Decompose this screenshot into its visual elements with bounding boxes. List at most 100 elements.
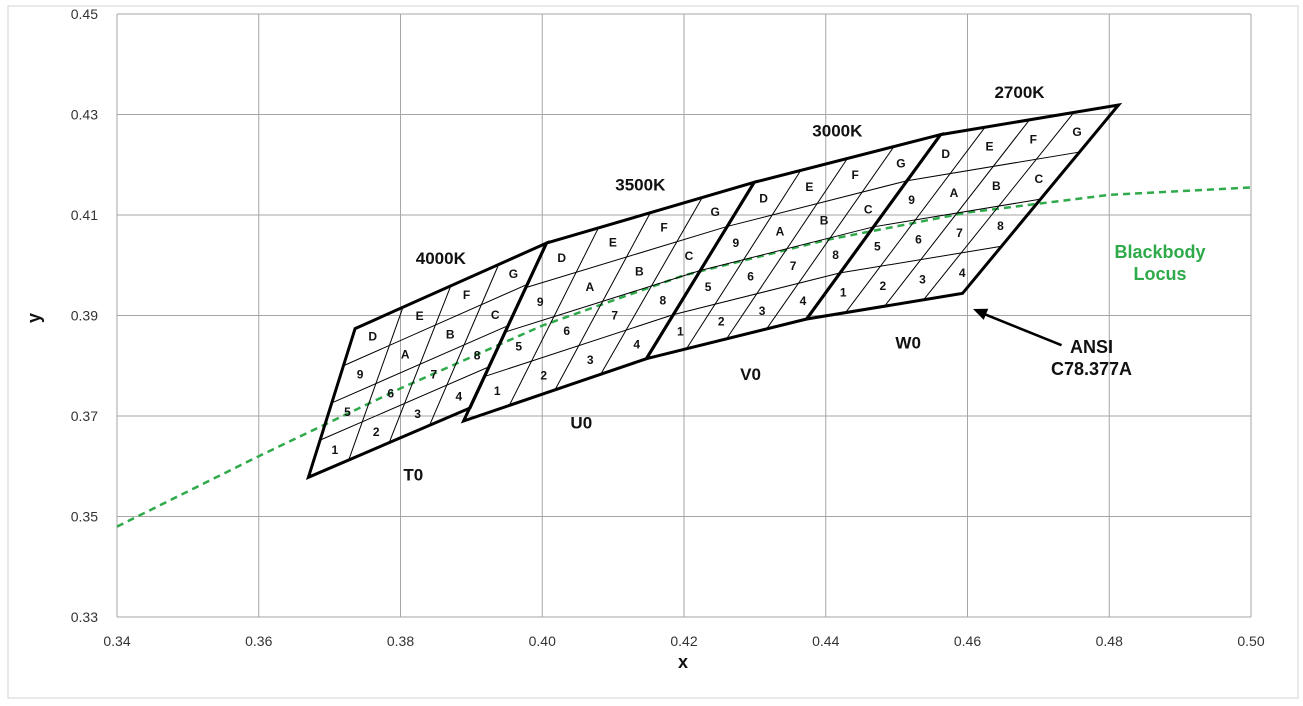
bin-label: 3 — [414, 407, 421, 421]
ansi-quadrangles: D E F G 9 A B C 5 6 7 8 1 2 3 4 D E F G 9 A B C 5 6 7 8 1 2 3 4 D E F G 9 A B C… — [305, 102, 1123, 480]
bin-label: 6 — [563, 324, 570, 338]
x-tick-label: 0.36 — [245, 633, 272, 649]
bin-label: 8 — [659, 293, 666, 307]
bin-label: 4 — [800, 294, 807, 308]
bin-divider-line — [484, 314, 674, 378]
bin-label: E — [416, 309, 424, 323]
bin-label: 1 — [332, 443, 339, 457]
quadrangle-4000K: D E F G 9 A B C 5 6 7 8 1 2 3 4 — [305, 240, 550, 480]
bin-label: 3 — [759, 304, 766, 318]
bin-label: 2 — [540, 368, 547, 382]
x-tick-label: 0.38 — [387, 633, 414, 649]
x-tick-label: 0.46 — [954, 633, 981, 649]
bin-label: 2 — [373, 425, 380, 439]
annotation-label: ANSI C78.377A — [1051, 337, 1132, 379]
bin-label: D — [368, 330, 377, 344]
bin-label: 7 — [790, 259, 797, 273]
x-tick-label: 0.42 — [670, 633, 697, 649]
x-tick-label: 0.44 — [812, 633, 839, 649]
y-tick-label: 0.37 — [71, 408, 98, 424]
bin-label: 3 — [919, 273, 926, 287]
cct-label: 4000K — [416, 249, 467, 268]
tick-labels: 0.34 0.36 0.38 0.40 0.42 0.44 0.46 0.48 0.50 0.33… — [71, 6, 1265, 649]
x-tick-label: 0.48 — [1096, 633, 1123, 649]
cct-label: 3500K — [615, 176, 666, 195]
bin-label: F — [463, 288, 470, 302]
grid-lines — [116, 13, 1252, 618]
y-tick-label: 0.35 — [71, 509, 98, 525]
y-tick-label: 0.41 — [71, 207, 98, 223]
bin-label: E — [805, 180, 813, 194]
bin-label: E — [985, 140, 993, 154]
bin-divider-line — [840, 245, 1002, 274]
bin-label: E — [609, 236, 617, 250]
bin-label: C — [491, 308, 500, 322]
bin-label: 6 — [747, 270, 754, 284]
chart-border — [7, 5, 1299, 699]
bin-label: G — [710, 205, 719, 219]
x-tick-label: 0.50 — [1237, 633, 1264, 649]
sub-label: V0 — [740, 365, 761, 384]
bin-label: C — [864, 202, 873, 216]
bin-label: F — [851, 168, 858, 182]
chart-labels: 4000K T0 3500K U0 3000K V0 2700K W0 Blackbody Loc… — [403, 83, 1205, 485]
bin-divider-line — [673, 272, 841, 316]
cct-label: 2700K — [994, 83, 1045, 102]
bin-label: 8 — [997, 219, 1004, 233]
bin-label: 5 — [515, 340, 522, 354]
sub-label: U0 — [570, 414, 592, 433]
bin-label: 4 — [959, 266, 966, 280]
bin-label: 5 — [874, 239, 881, 253]
bin-label: A — [585, 280, 594, 294]
bin-label: 4 — [633, 337, 640, 351]
blackbody-locus-layer — [116, 186, 1252, 528]
bin-label: 2 — [718, 314, 725, 328]
sub-label: W0 — [895, 334, 921, 353]
bin-label: A — [776, 225, 785, 239]
bin-label: C — [1034, 172, 1043, 186]
bin-label: A — [950, 186, 959, 200]
bin-label: C — [685, 249, 694, 263]
bin-divider-line — [319, 366, 490, 441]
bin-divider-line — [873, 198, 1041, 228]
bin-divider-line — [600, 197, 703, 375]
bin-label: 8 — [474, 349, 481, 363]
annotation-arrow — [978, 310, 1062, 347]
blackbody-locus-series — [116, 186, 1252, 528]
bin-label: 6 — [387, 386, 394, 400]
bin-label: 7 — [611, 309, 618, 323]
bin-label: B — [446, 328, 455, 342]
bin-label: 3 — [587, 353, 594, 367]
bin-label: 9 — [357, 367, 364, 381]
bin-label: B — [992, 179, 1001, 193]
quadrangle-2700K: D E F G 9 A B C 5 6 7 8 1 2 3 4 — [803, 102, 1123, 322]
bin-label: 1 — [840, 286, 847, 300]
bin-label: G — [896, 156, 905, 170]
bin-label: 4 — [456, 389, 463, 403]
bin-label: 1 — [494, 384, 501, 398]
x-tick-label: 0.40 — [529, 633, 556, 649]
bin-divider-line — [766, 146, 895, 330]
annotation-arrowhead — [973, 308, 989, 320]
bin-label: 9 — [732, 236, 739, 250]
bin-label: G — [1072, 125, 1081, 139]
bin-label: 8 — [832, 248, 839, 262]
bin-label: D — [557, 251, 566, 265]
x-axis-title: x — [678, 652, 688, 672]
bin-label: 1 — [677, 325, 684, 339]
bin-label: 5 — [344, 405, 351, 419]
bin-label: 2 — [880, 279, 887, 293]
bin-label: F — [1030, 132, 1037, 146]
y-tick-label: 0.45 — [71, 6, 98, 22]
quadrangle-3000K: D E F G 9 A B C 5 6 7 8 1 2 3 4 — [643, 132, 945, 362]
bin-divider-line — [331, 325, 509, 404]
bin-label: 9 — [908, 193, 915, 207]
bin-label: 9 — [537, 295, 544, 309]
bin-label: 7 — [431, 367, 438, 381]
y-tick-label: 0.43 — [71, 107, 98, 123]
sub-label: T0 — [403, 466, 423, 485]
bin-label: B — [635, 264, 644, 278]
bin-divider-line — [700, 226, 874, 272]
quadrangle-outline — [803, 102, 1123, 322]
